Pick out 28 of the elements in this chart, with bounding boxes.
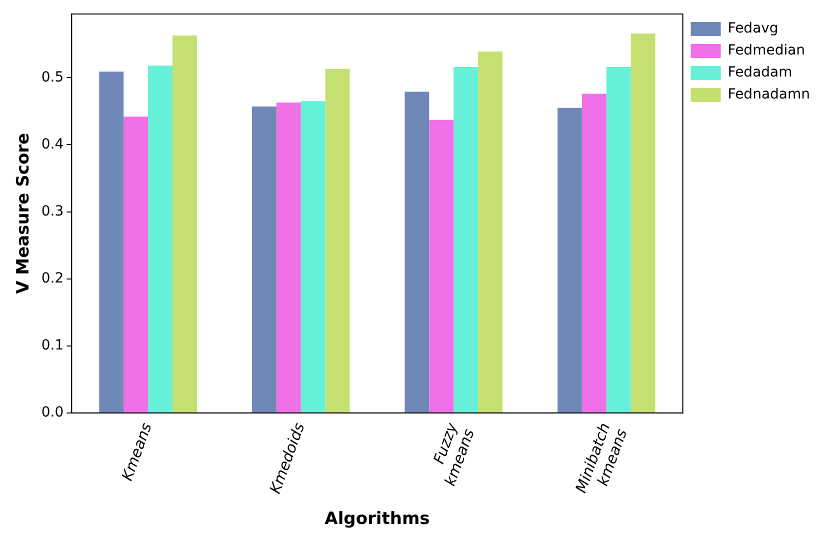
legend-label: Fedavg <box>728 20 778 37</box>
bar <box>429 120 454 412</box>
bar <box>478 52 503 412</box>
legend-label: Fedmedian <box>728 42 806 59</box>
bar <box>558 108 582 412</box>
y-tick-label: 0.5 <box>41 69 64 86</box>
y-tick-label: 0.3 <box>41 203 64 220</box>
bar <box>276 102 301 412</box>
bar <box>252 106 276 412</box>
bar <box>99 72 124 412</box>
bar <box>148 66 172 412</box>
bar <box>582 94 606 412</box>
bar <box>404 92 430 412</box>
bar <box>172 35 197 412</box>
bar <box>124 116 148 412</box>
y-axis-title: V Measure Score <box>14 132 34 294</box>
bar <box>606 66 631 412</box>
legend-label: Fednadamn <box>728 86 810 103</box>
y-tick-label: 0.4 <box>41 136 64 152</box>
y-tick-label: 0.2 <box>41 270 64 286</box>
bar <box>454 66 478 412</box>
y-tick-label: 0.0 <box>41 404 64 421</box>
bar <box>300 101 326 412</box>
x-axis-title: Algorithms <box>324 509 430 530</box>
bar <box>325 68 350 412</box>
bar <box>630 33 656 412</box>
legend-label: Fedadam <box>728 64 792 81</box>
y-tick-label: 0.1 <box>41 337 64 354</box>
